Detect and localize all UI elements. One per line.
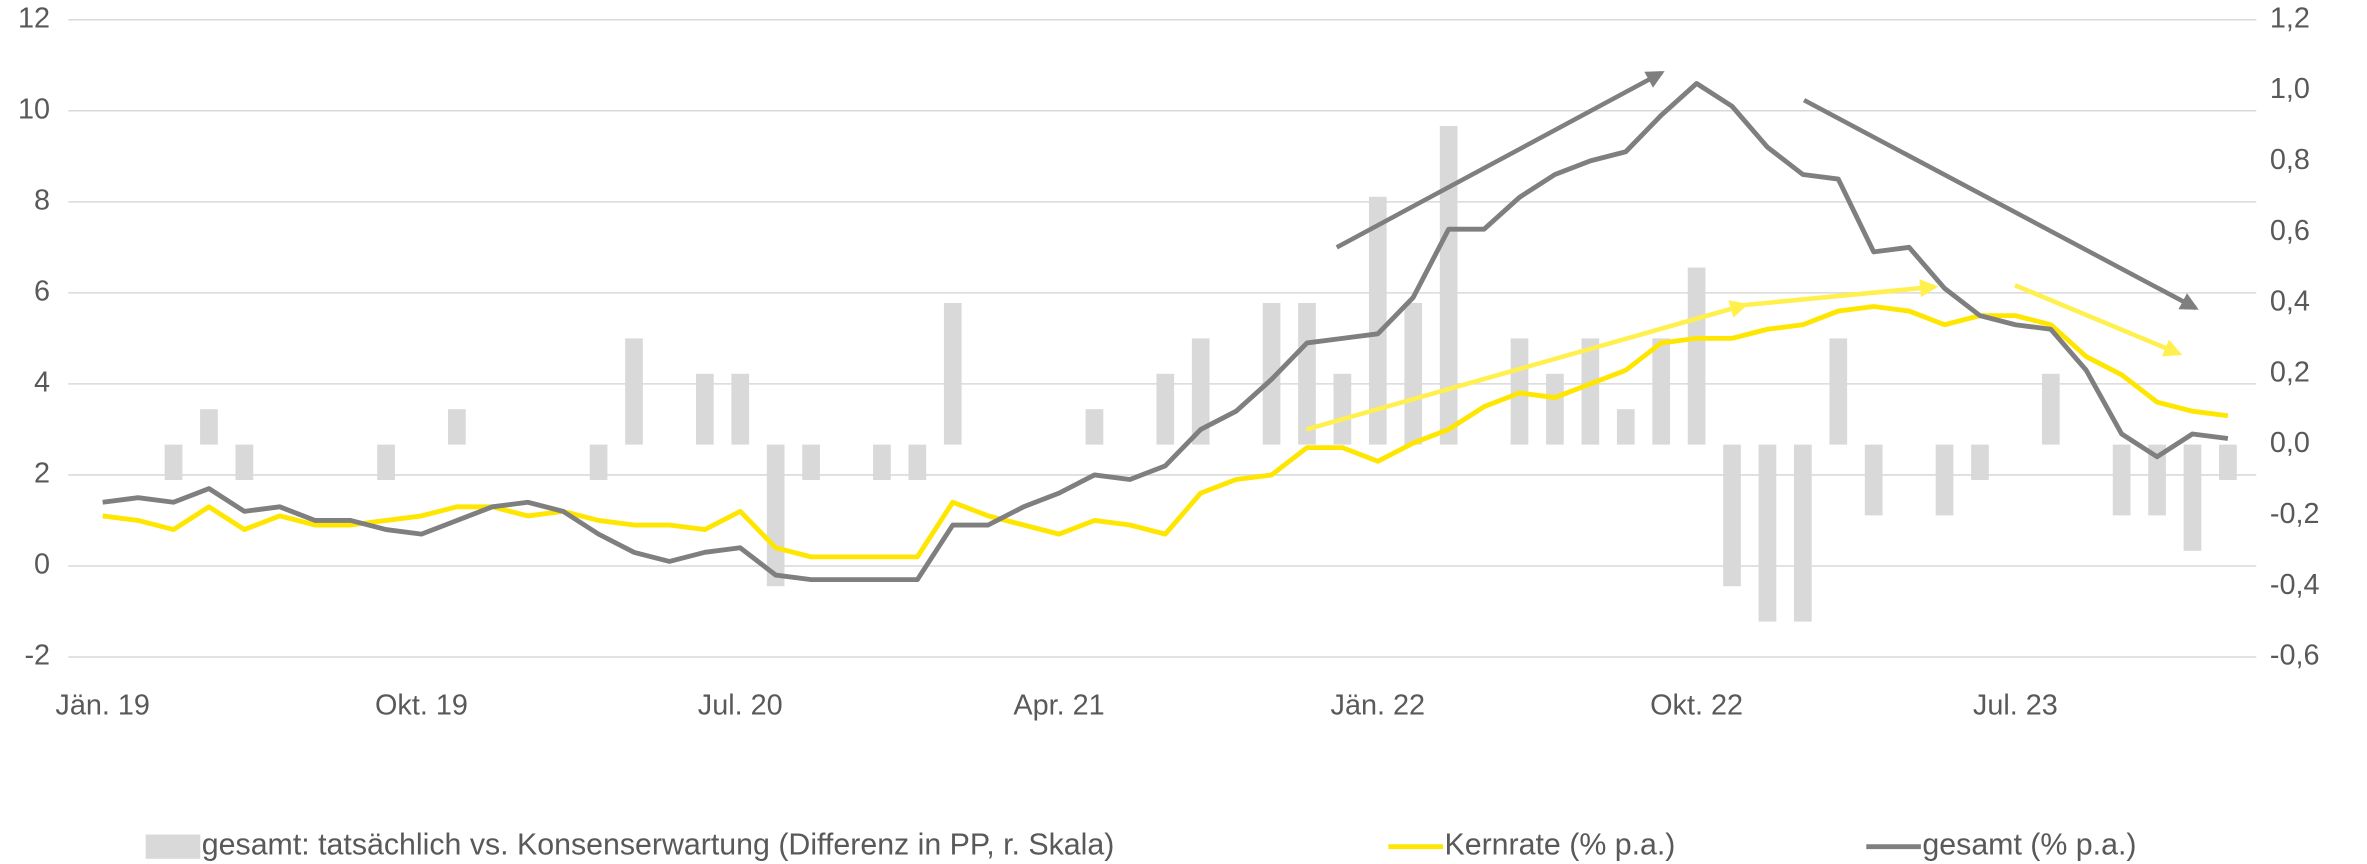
bar [766,444,785,587]
bar [1687,267,1706,445]
y2-tick-label: -0,2 [2270,498,2320,530]
bar [1652,338,1671,445]
y-tick-label: 8 [34,184,50,216]
bar [1298,302,1316,445]
y2-tick-label: 0,6 [2270,215,2310,247]
bar [1262,302,1281,445]
y2-tick-label: -0,4 [2270,569,2320,601]
y2-tick-label: 0,8 [2270,144,2310,176]
y-tick-label: 12 [18,2,50,34]
bar [873,444,891,480]
bar [802,444,820,480]
bar [2148,444,2166,516]
bar [1368,196,1387,445]
bar [1546,373,1564,445]
y2-tick-label: 1,2 [2270,2,2310,34]
bar [1333,373,1352,445]
bar [2041,373,2060,445]
bar [1971,444,1989,480]
bar [1581,338,1600,445]
bar [1758,444,1777,622]
bar [1404,302,1423,445]
y-tick-label: -2 [24,640,50,672]
y2-tick-label: -0,6 [2270,640,2320,672]
legend-label: Kernrate (% p.a.) [1444,829,1675,862]
bar [1829,338,1848,445]
bar [1864,444,1883,516]
line [102,81,2229,583]
y-tick-label: 4 [34,367,50,399]
bar [235,444,254,480]
bar [1191,338,1210,445]
bar [377,444,395,480]
legend-label: gesamt: tatsächlich vs. Konsenserwartung… [202,829,1115,862]
x-tick-label: Okt. 22 [1650,690,1743,722]
trend-arrows [1305,70,2199,432]
x-tick-label: Jul. 20 [698,690,783,722]
x-tick-label: Apr. 21 [1013,690,1104,722]
bar [2112,444,2131,516]
line [102,304,2229,560]
legend-label: gesamt (% p.a.) [1922,829,2136,862]
arrow [1744,279,1939,308]
legend-swatch [145,834,201,859]
y-tick-label: 6 [34,275,50,307]
bar [1935,444,1954,516]
bar [943,302,962,445]
y-tick-label: 10 [18,93,50,125]
arrow [1803,98,2199,311]
x-tick-label: Okt. 19 [375,690,468,722]
bar [1723,444,1741,587]
bar [731,373,750,445]
x-tick-label: Jul. 23 [1973,690,2058,722]
y-tick-label: 0 [34,549,50,581]
bar [2183,444,2202,551]
x-tick-label: Jän. 19 [55,690,150,722]
y2-tick-label: 0,2 [2270,356,2310,388]
x-tick-label: Jän. 22 [1331,690,1426,722]
arrow [1335,70,1665,250]
y2-tick-label: 0,4 [2270,286,2310,318]
bar [908,444,927,480]
bar [2219,444,2237,480]
bar [1616,409,1635,445]
bar [200,409,218,445]
bar [1439,125,1458,445]
bar [1085,409,1104,445]
y-tick-label: 2 [34,458,50,490]
plot-area: -2 0 2 4 6 8 10 12 -0,6 -0,4 -0,2 0,0 0,2 0,4 0,6 0,8 1,… [18,2,2320,721]
arrow [1305,300,1749,432]
arrow [2014,283,2183,357]
y2-tick-label: 1,0 [2270,73,2310,105]
y2-tick-label: 0,0 [2270,427,2310,459]
bar [164,444,183,480]
bar [589,444,608,480]
bar [1794,444,1812,622]
legend: gesamt: tatsächlich vs. Konsenserwartung… [145,829,2136,862]
bar [625,338,643,445]
bar [1156,373,1175,445]
bar [695,373,714,445]
bar [448,409,466,445]
